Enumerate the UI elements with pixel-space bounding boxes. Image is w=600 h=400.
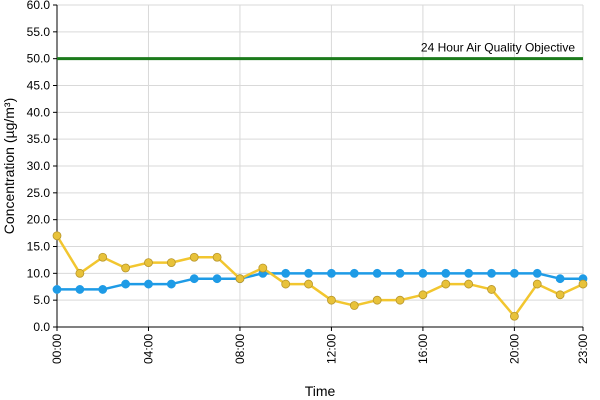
data-point (212, 274, 222, 284)
data-point (166, 279, 176, 289)
data-point (327, 295, 336, 305)
series-2 (52, 231, 588, 321)
data-point (532, 268, 542, 278)
data-point (418, 268, 428, 278)
data-point (418, 290, 428, 300)
data-point (235, 274, 245, 284)
reference-line-group: 24 Hour Air Quality Objective (57, 41, 583, 61)
series-1 (52, 268, 588, 294)
data-point (555, 274, 565, 284)
data-point (555, 290, 565, 300)
data-point (121, 263, 131, 273)
data-point (75, 285, 85, 294)
y-tick-label: 5.0 (33, 293, 50, 307)
data-point (395, 295, 405, 305)
y-tick-label: 25.0 (27, 186, 51, 200)
data-point (578, 279, 588, 289)
data-point (75, 268, 85, 278)
y-tick-label: 0.0 (33, 320, 50, 334)
chart-series (52, 231, 588, 321)
data-point (166, 258, 176, 268)
y-tick-label: 15.0 (27, 240, 51, 254)
y-tick-label: 10.0 (27, 266, 51, 280)
y-tick-label: 45.0 (27, 79, 51, 93)
data-point (144, 258, 153, 268)
data-point (464, 268, 474, 278)
data-point (258, 263, 268, 273)
x-tick-label: 16:00 (416, 334, 430, 364)
data-point (349, 268, 359, 278)
data-point (441, 268, 451, 278)
series-line (57, 272, 583, 291)
data-point (372, 268, 382, 278)
x-tick-label: 04:00 (141, 334, 155, 364)
data-point (487, 285, 496, 294)
data-point (52, 231, 62, 241)
data-point (441, 279, 451, 289)
data-point (464, 279, 474, 289)
y-tick-label: 20.0 (27, 213, 51, 227)
data-point (395, 268, 405, 278)
data-point (349, 301, 359, 310)
y-tick-label: 50.0 (27, 52, 51, 66)
data-point (509, 268, 519, 278)
data-point (121, 279, 131, 289)
x-tick-label: 08:00 (233, 334, 247, 364)
data-point (189, 274, 199, 284)
y-tick-label: 40.0 (27, 105, 51, 119)
data-point (372, 295, 382, 305)
data-point (487, 268, 496, 278)
data-point (281, 279, 291, 289)
x-axis-ticks: 00:00 04:00 08:00 12:00 16:00 20:00 23:00 (50, 327, 590, 364)
data-point (98, 285, 108, 294)
y-axis-ticks: 0.0 5.0 10.0 15.0 20.0 25.0 30.0 35.0 40.0 45.0 50… (27, 0, 57, 334)
x-tick-label: 20:00 (507, 334, 521, 364)
data-point (532, 279, 542, 289)
x-axis-title: Time (305, 383, 336, 399)
y-tick-label: 55.0 (27, 25, 51, 39)
y-tick-label: 30.0 (27, 159, 51, 173)
data-point (98, 252, 108, 262)
y-axis-title: Concentration (µg/m³) (1, 98, 17, 234)
x-tick-label: 23:00 (576, 334, 590, 364)
y-tick-label: 35.0 (27, 132, 51, 146)
data-point (212, 252, 222, 262)
x-tick-label: 00:00 (50, 334, 64, 364)
data-point (144, 279, 153, 289)
data-point (304, 268, 313, 278)
air-quality-objective-label: 24 Hour Air Quality Objective (421, 41, 575, 55)
series-line (55, 235, 584, 318)
data-point (281, 268, 291, 278)
y-tick-label: 60.0 (27, 0, 51, 12)
x-tick-label: 12:00 (324, 334, 338, 364)
data-point (304, 279, 313, 289)
data-point (52, 285, 62, 294)
data-point (327, 268, 336, 278)
data-point (189, 252, 199, 262)
data-point (509, 311, 519, 321)
